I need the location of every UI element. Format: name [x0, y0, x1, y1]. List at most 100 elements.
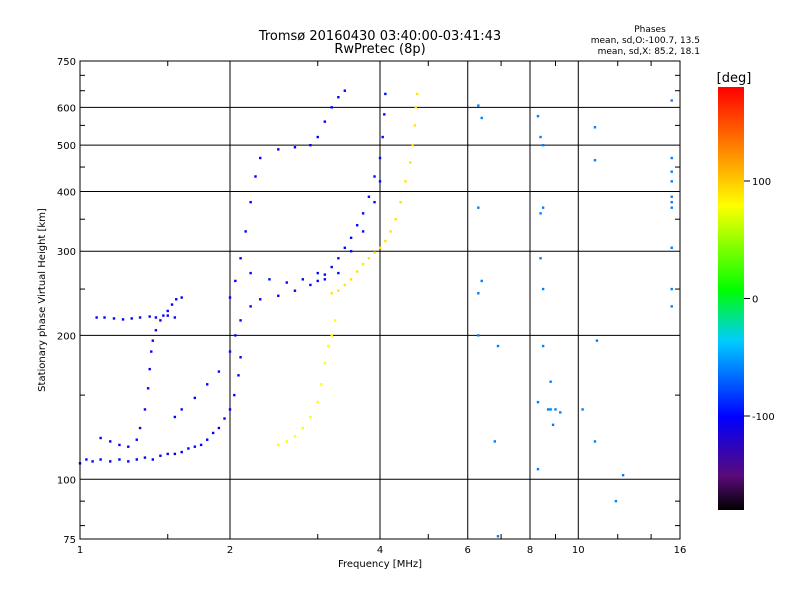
y-tick-label: 75	[63, 535, 76, 546]
echo-point	[378, 180, 382, 183]
echo-point	[244, 230, 247, 233]
echo-point	[301, 426, 305, 430]
echo-point	[496, 535, 500, 538]
echo-point	[337, 289, 340, 292]
echo-point	[670, 200, 673, 204]
echo-point	[670, 195, 673, 198]
echo-point	[150, 350, 153, 353]
echo-point	[118, 443, 121, 447]
y-tick-label: 200	[57, 331, 76, 342]
echo-point	[316, 135, 319, 139]
echo-point	[593, 440, 597, 443]
echo-point	[95, 316, 98, 319]
x-tick-label: 6	[465, 545, 471, 556]
colorbar-tick-label: 0	[752, 295, 758, 306]
echo-point	[373, 251, 376, 254]
echo-point	[337, 95, 340, 99]
chart-title: Tromsø 20160430 03:40:00-03:41:43	[258, 29, 501, 44]
x-tick-label: 16	[674, 545, 687, 556]
stats-heading: Phases	[634, 25, 666, 35]
echo-point	[389, 230, 392, 233]
echo-point	[384, 239, 387, 243]
echo-point	[91, 460, 94, 463]
y-tick-label: 400	[57, 187, 76, 198]
echo-point	[536, 400, 540, 404]
echo-point	[367, 257, 371, 260]
echo-point	[180, 408, 183, 411]
echo-point	[384, 92, 387, 96]
echo-point	[595, 339, 599, 342]
echo-point	[277, 294, 280, 298]
echo-point	[127, 445, 130, 448]
echo-point	[541, 206, 545, 209]
echo-point	[285, 440, 288, 443]
echo-point	[373, 200, 376, 204]
colorbar-tick-label: 100	[752, 177, 771, 188]
echo-point	[536, 114, 540, 118]
echo-point	[234, 334, 237, 337]
echo-point	[361, 212, 365, 215]
echo-point	[205, 383, 209, 386]
echo-point	[670, 156, 673, 160]
echo-point	[85, 458, 88, 461]
echo-point	[355, 270, 359, 273]
data-points	[78, 89, 673, 538]
echo-point	[259, 298, 262, 301]
echo-point	[103, 316, 106, 319]
echo-point	[409, 161, 412, 164]
y-tick-label: 300	[57, 247, 76, 258]
echo-point	[593, 126, 597, 129]
echo-point	[323, 120, 327, 123]
echo-point	[411, 143, 414, 147]
echo-point	[170, 303, 174, 306]
echo-point	[239, 257, 242, 260]
echo-point	[343, 89, 347, 92]
echo-point	[175, 298, 178, 301]
echo-point	[211, 431, 215, 435]
echo-point	[293, 289, 297, 292]
colorbar-tick-label: -100	[752, 412, 775, 423]
echo-point	[549, 380, 552, 383]
echo-point	[112, 317, 116, 320]
echo-point	[333, 319, 337, 322]
echo-point	[233, 393, 236, 397]
echo-point	[228, 296, 232, 299]
echo-point	[404, 180, 407, 183]
echo-point	[135, 458, 138, 461]
echo-point	[159, 454, 162, 457]
echo-point	[309, 283, 312, 287]
echo-point	[670, 206, 673, 209]
y-tick-label: 100	[57, 475, 76, 486]
echo-point	[539, 257, 542, 260]
echo-point	[162, 314, 165, 317]
echo-point	[413, 124, 417, 127]
echo-point	[180, 450, 183, 454]
echo-point	[193, 445, 197, 448]
echo-point	[670, 246, 673, 249]
echo-point	[367, 195, 371, 198]
echo-point	[361, 262, 365, 266]
echo-point	[199, 443, 203, 447]
echo-point	[151, 458, 155, 461]
echo-point	[301, 278, 305, 281]
echo-point	[337, 257, 340, 260]
echo-point	[670, 287, 673, 291]
echo-point	[381, 135, 384, 139]
echo-point	[205, 438, 209, 441]
echo-point	[143, 408, 147, 411]
echo-point	[228, 350, 232, 353]
echo-point	[217, 370, 221, 373]
y-tick-label: 600	[57, 103, 76, 114]
echo-point	[477, 292, 480, 295]
echo-point	[343, 246, 347, 249]
y-axis-label: Stationary phase Virtual Height [km]	[37, 208, 48, 392]
echo-point	[383, 113, 386, 116]
echo-point	[541, 143, 545, 147]
echo-point	[228, 408, 232, 411]
x-tick-label: 1	[77, 545, 83, 556]
echo-point	[330, 334, 333, 337]
echo-point	[477, 104, 480, 107]
echo-point	[541, 344, 545, 348]
echo-point	[670, 170, 673, 173]
echo-point	[173, 316, 177, 319]
